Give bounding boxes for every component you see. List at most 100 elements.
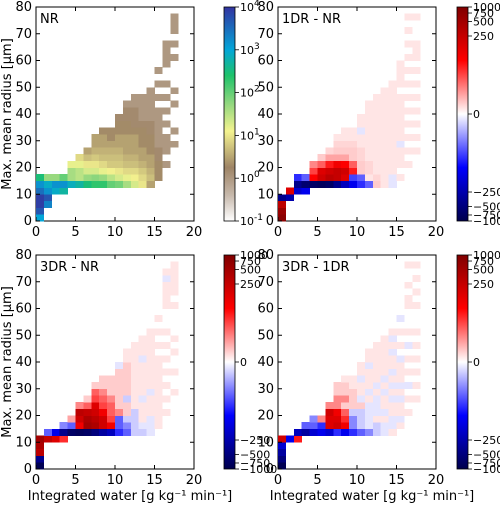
heatmap-cell xyxy=(301,187,310,195)
heatmap-cell xyxy=(162,134,171,142)
heatmap-cell xyxy=(91,160,100,168)
heatmap-cell xyxy=(154,355,163,363)
heatmap-cell xyxy=(412,288,421,296)
heatmap-cell xyxy=(396,107,405,115)
heatmap-cell xyxy=(130,100,139,108)
heatmap-cell xyxy=(162,301,171,309)
heatmap-cell xyxy=(130,107,139,115)
heatmap-cell xyxy=(138,422,147,430)
heatmap-cell xyxy=(91,140,100,148)
heatmap-cell xyxy=(349,147,358,155)
heatmap-cell xyxy=(380,388,389,396)
heatmap-cell xyxy=(36,200,45,208)
heatmap-cell xyxy=(99,174,108,182)
heatmap-cell xyxy=(130,154,139,162)
heatmap-cell xyxy=(146,180,155,188)
heatmap-cell xyxy=(115,408,124,416)
heatmap-cell xyxy=(380,341,389,349)
heatmap-cell xyxy=(130,355,139,363)
heatmap-cell xyxy=(162,120,171,128)
y-tick-label: 60 xyxy=(15,302,32,317)
colorbar-tick-label: 101 xyxy=(240,127,260,142)
heatmap-cell xyxy=(170,335,179,343)
heatmap-cell xyxy=(130,93,139,101)
colorbar-tick-label: 0 xyxy=(240,356,247,369)
heatmap-cell xyxy=(36,448,45,456)
heatmap-cell xyxy=(317,180,326,188)
heatmap-cell xyxy=(138,341,147,349)
heatmap-cell xyxy=(372,174,381,182)
heatmap-cell xyxy=(380,395,389,403)
y-tick-label: 20 xyxy=(257,161,274,176)
heatmap-cell xyxy=(317,428,326,436)
heatmap-cell xyxy=(122,422,132,430)
heatmap-cell xyxy=(122,348,132,356)
heatmap-cell xyxy=(122,375,132,383)
heatmap-cell xyxy=(380,154,389,162)
heatmap-cell xyxy=(301,174,310,182)
heatmap-cell xyxy=(162,107,171,115)
heatmap-cell xyxy=(357,422,366,430)
colorbar-tick-label: −750 xyxy=(473,209,500,222)
heatmap-cell xyxy=(170,288,179,296)
heatmap-cell xyxy=(317,174,326,182)
heatmap-cell xyxy=(309,415,318,423)
heatmap-cell xyxy=(99,395,108,403)
heatmap-cell xyxy=(380,147,389,155)
heatmap-cell xyxy=(293,428,302,436)
y-tick-label: 70 xyxy=(257,27,274,42)
x-tick-label: 5 xyxy=(313,225,321,240)
heatmap-cell xyxy=(278,200,287,208)
heatmap-cell xyxy=(130,147,139,155)
heatmap-cell xyxy=(341,415,350,423)
heatmap-cell xyxy=(146,428,155,436)
heatmap-cell xyxy=(357,140,366,148)
colorbar-ticks: 10-1 100 101 102 103 104 xyxy=(235,0,263,228)
heatmap-cell xyxy=(380,428,389,436)
heatmap-cell xyxy=(99,154,108,162)
heatmap-cell xyxy=(99,375,108,383)
heatmap-cell xyxy=(341,174,350,182)
heatmap-cell xyxy=(43,194,53,202)
heatmap-cell xyxy=(396,114,405,121)
heatmap-cell xyxy=(349,408,358,416)
heatmap-cell xyxy=(364,402,374,410)
heatmap-cell xyxy=(364,355,374,363)
heatmap-cell xyxy=(404,120,413,128)
heatmap-cell xyxy=(138,415,147,423)
y-tick-label: 40 xyxy=(15,107,32,122)
heatmap-cell xyxy=(75,422,84,430)
heatmap-cell xyxy=(154,415,163,423)
heatmap-cell xyxy=(309,167,318,175)
heatmap-cell xyxy=(333,134,342,142)
heatmap-cell xyxy=(404,80,413,88)
heatmap-cell xyxy=(396,415,405,423)
heatmap-cell xyxy=(154,154,163,162)
panel-3dr-minus-nr: 3DR - NR 0 5 10 15 20 0 10 20 30 40 50 60 70 80 Max. … xyxy=(0,248,277,504)
heatmap-cell xyxy=(341,395,350,403)
x-tick-label: 10 xyxy=(107,473,124,488)
heatmap-cell xyxy=(146,87,155,95)
heatmap-cell xyxy=(364,154,374,162)
heatmap-cell xyxy=(372,180,381,188)
heatmap-cell xyxy=(146,127,155,135)
colorbar-tick-label: 0 xyxy=(473,356,480,369)
heatmap-cell xyxy=(75,154,84,162)
colorbar-tick-label: 104 xyxy=(240,0,260,14)
heatmap-cell xyxy=(396,395,405,403)
colorbar-tick-label: 1000 xyxy=(473,1,500,14)
heatmap-cell xyxy=(130,415,139,423)
heatmap-cell xyxy=(154,107,163,115)
heatmap-cell xyxy=(122,127,132,135)
y-tick-label: 0 xyxy=(266,462,274,477)
heatmap-cell xyxy=(99,134,108,142)
heatmap-cell xyxy=(364,348,374,356)
heatmap-cell xyxy=(388,368,397,376)
y-tick-label: 0 xyxy=(24,462,32,477)
heatmap-cell xyxy=(43,187,53,195)
heatmap-cell xyxy=(170,388,179,396)
heatmap-cell xyxy=(349,422,358,430)
heatmap-cell xyxy=(107,375,116,383)
